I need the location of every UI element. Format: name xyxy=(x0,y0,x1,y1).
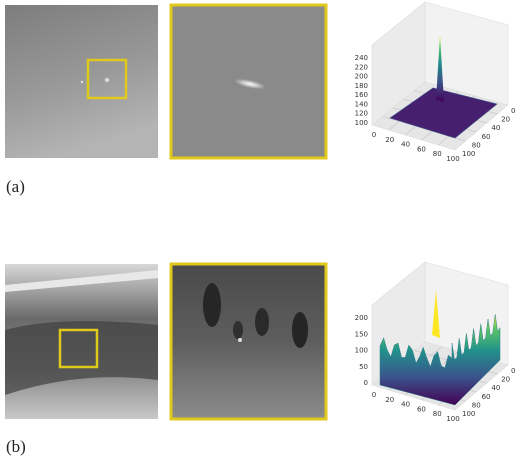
panel-label: (b) xyxy=(6,437,26,456)
x-tick-label: 60 xyxy=(417,405,426,413)
x-tick-label: 40 xyxy=(401,401,410,409)
panel-b-images xyxy=(5,264,326,419)
z-tick-label: 220 xyxy=(355,63,368,71)
z-tick-label: 0 xyxy=(364,379,368,387)
x-tick-label: 100 xyxy=(446,155,459,163)
y-tick-label: 100 xyxy=(462,150,475,158)
x-tick-label: 40 xyxy=(401,141,410,149)
x-tick-label: 0 xyxy=(372,131,376,139)
z-tick-label: 160 xyxy=(355,91,368,99)
z-tick-label: 150 xyxy=(355,330,368,338)
y-tick-label: 80 xyxy=(472,401,481,409)
z-tick-label: 50 xyxy=(359,363,368,371)
y-tick-label: 60 xyxy=(482,133,491,141)
y-tick-label: 20 xyxy=(501,116,510,124)
y-tick-label: 0 xyxy=(511,107,515,115)
y-tick-label: 60 xyxy=(482,393,491,401)
y-tick-label: 40 xyxy=(491,384,500,392)
z-tick-label: 100 xyxy=(355,347,368,355)
x-tick-label: 60 xyxy=(417,145,426,153)
y-tick-label: 40 xyxy=(491,124,500,132)
z-tick-label: 180 xyxy=(355,82,368,90)
x-tick-label: 100 xyxy=(446,415,459,423)
z-tick-label: 100 xyxy=(355,119,368,127)
figure: (a)1001201401601802002202400204060801000… xyxy=(0,0,517,466)
y-tick-label: 80 xyxy=(472,141,481,149)
x-tick-label: 20 xyxy=(385,396,394,404)
x-tick-label: 0 xyxy=(372,391,376,399)
z-tick-label: 120 xyxy=(355,110,368,118)
x-tick-label: 80 xyxy=(433,410,442,418)
x-tick-label: 80 xyxy=(433,150,442,158)
z-tick-label: 240 xyxy=(355,54,368,62)
y-tick-label: 20 xyxy=(501,376,510,384)
z-tick-label: 200 xyxy=(355,314,368,322)
z-tick-label: 200 xyxy=(355,73,368,81)
z-tick-label: 140 xyxy=(355,100,368,108)
y-tick-label: 100 xyxy=(462,410,475,418)
y-tick-label: 0 xyxy=(511,367,515,375)
panel-a-images xyxy=(5,5,326,158)
x-tick-label: 20 xyxy=(385,136,394,144)
panel-label: (a) xyxy=(6,177,25,196)
